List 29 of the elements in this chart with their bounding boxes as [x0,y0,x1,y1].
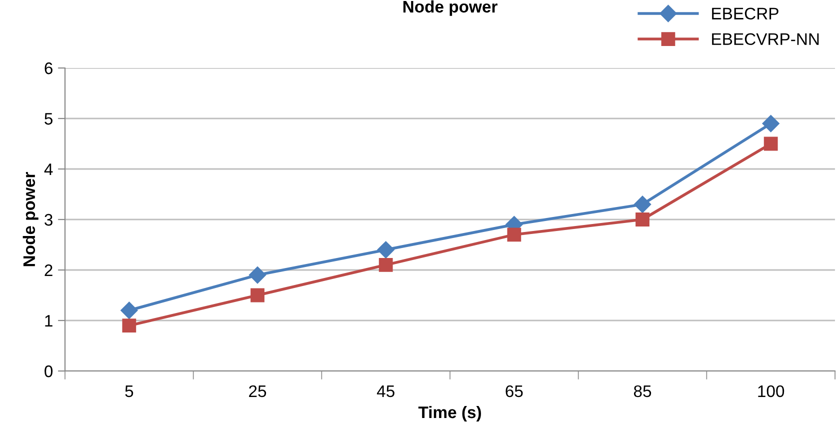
y-tick-label: 2 [44,264,52,276]
point [250,288,264,302]
point [248,266,266,284]
x-tick-label: 85 [634,385,652,398]
y-tick-label: 5 [44,113,52,125]
y-axis-title: Node power [22,172,38,266]
x-tick-label: 100 [758,385,784,398]
point [122,318,136,332]
x-tick-label: 45 [376,386,394,398]
point [634,196,652,213]
chart-title: Node power [403,0,498,16]
point [378,258,393,272]
point [636,212,650,226]
point [507,228,522,242]
x-tick-label: 5 [125,386,134,398]
point [377,241,394,258]
legend-label: EBECRP [712,8,778,20]
y-tick-label: 0 [44,365,53,378]
point [764,136,778,151]
x-axis-title: Time (s) [418,406,481,422]
y-tick-label: 6 [44,62,52,74]
point [120,302,138,319]
x-tick-label: 65 [506,385,523,398]
y-tick-label: 3 [44,214,52,226]
x-tick-label: 25 [249,385,266,398]
y-tick-label: 4 [44,164,53,176]
y-tick-label: 1 [45,315,52,327]
legend-label: EBECVRP-NN [712,33,819,46]
point [762,115,780,132]
